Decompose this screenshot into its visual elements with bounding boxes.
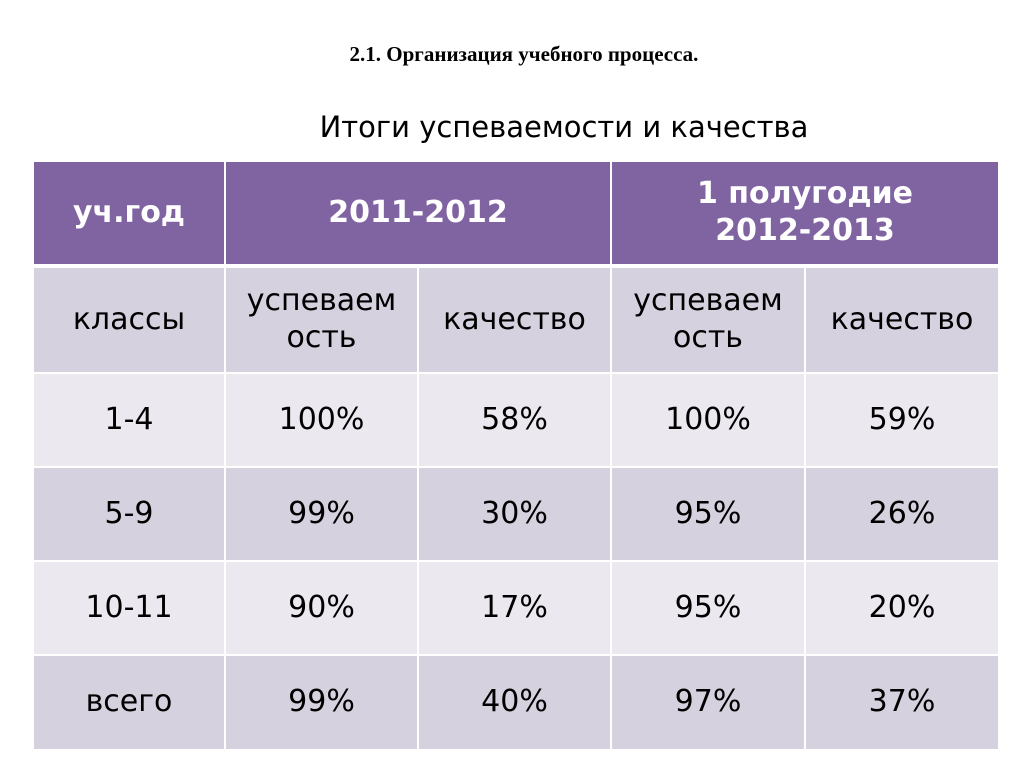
subheader-p1-progress: успеваем ость [226, 268, 419, 374]
cell-p1-quality: 40% [419, 656, 612, 751]
cell-p1-quality: 30% [419, 468, 612, 562]
cell-p1-quality: 58% [419, 374, 612, 468]
row-label-total: всего [34, 656, 226, 751]
header-period-2011-2012: 2011-2012 [226, 162, 612, 268]
subheader-p1-progress-line1: успеваем [246, 283, 397, 319]
row-label: 10-11 [34, 562, 226, 656]
subheader-p1-quality: качество [419, 268, 612, 374]
cell-p2-progress: 97% [612, 656, 806, 751]
table-title: Итоги успеваемости и качества [319, 110, 809, 144]
cell-p2-progress: 95% [612, 468, 806, 562]
cell-p1-progress: 90% [226, 562, 419, 656]
cell-p2-quality: 26% [806, 468, 1000, 562]
section-heading: 2.1. Организация учебного процесса. [349, 42, 699, 66]
cell-p1-quality: 17% [419, 562, 612, 656]
cell-p2-quality: 59% [806, 374, 1000, 468]
cell-p1-progress: 99% [226, 468, 419, 562]
results-table: уч.год 2011-2012 1 полугодие 2012-2013 к… [34, 162, 1000, 751]
cell-p1-progress: 100% [226, 374, 419, 468]
subheader-classes: классы [34, 268, 226, 374]
row-label: 1-4 [34, 374, 226, 468]
subheader-p2-progress: успеваем ость [612, 268, 806, 374]
header-period2-line2: 2012-2013 [715, 213, 895, 248]
cell-p2-quality: 37% [806, 656, 1000, 751]
subheader-p2-progress-line2: ость [672, 320, 743, 355]
row-label: 5-9 [34, 468, 226, 562]
cell-p2-progress: 95% [612, 562, 806, 656]
header-period2-line1: 1 полугодие [696, 176, 914, 212]
subheader-p2-progress-line1: успеваем [633, 283, 783, 319]
subheader-p2-quality: качество [806, 268, 1000, 374]
cell-p1-progress: 99% [226, 656, 419, 751]
header-year-cell: уч.год [34, 162, 226, 268]
subheader-p1-progress-line2: ость [286, 320, 357, 355]
cell-p2-quality: 20% [806, 562, 1000, 656]
cell-p2-progress: 100% [612, 374, 806, 468]
header-period-2012-2013: 1 полугодие 2012-2013 [612, 162, 1000, 268]
